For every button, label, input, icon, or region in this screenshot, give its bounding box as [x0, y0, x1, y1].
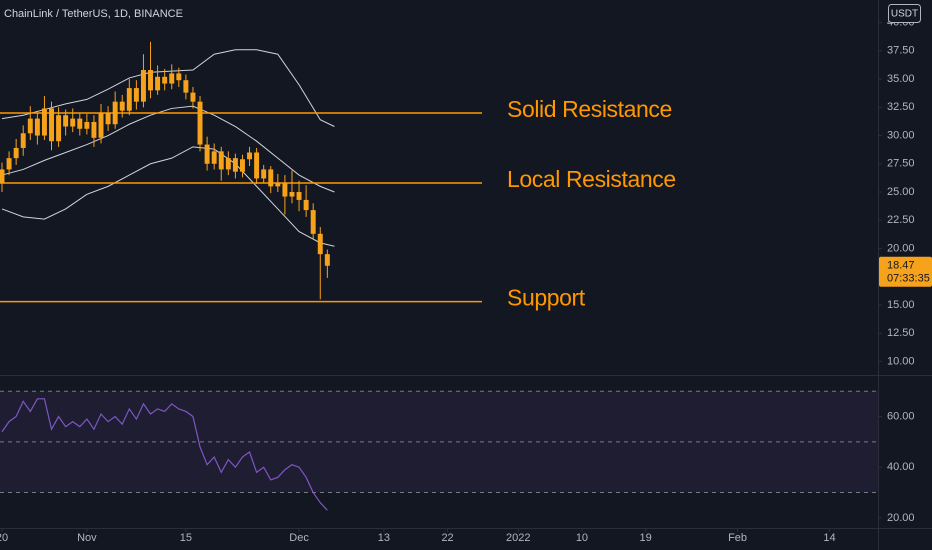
candle-body: [190, 92, 196, 102]
candle-body: [239, 159, 245, 172]
level-label: Solid Resistance: [507, 96, 672, 122]
y-tick-label: 25.00: [887, 186, 915, 198]
candle-body: [211, 151, 217, 164]
x-tick-label: 15: [180, 532, 192, 544]
candle-body: [13, 147, 19, 159]
y-tick-label: 60.00: [887, 410, 915, 422]
x-tick-label: Dec: [289, 532, 309, 544]
candle-body: [77, 118, 83, 129]
candle-body: [289, 192, 295, 197]
candle-body: [310, 210, 316, 234]
candle-body: [34, 118, 40, 136]
candle-body: [98, 112, 104, 138]
chart-title: ChainLink / TetherUS, 1D, BINANCE: [4, 8, 183, 20]
y-tick-label: 10.00: [887, 355, 915, 367]
y-tick-label: 22.50: [887, 214, 915, 226]
y-tick-label: 30.00: [887, 129, 915, 141]
currency-box[interactable]: [888, 4, 921, 23]
candle-body: [296, 192, 302, 200]
candle-body: [70, 118, 76, 127]
candle-body: [6, 158, 12, 170]
candle-body: [268, 169, 274, 187]
candle-body: [254, 152, 260, 179]
candle-body: [303, 199, 309, 211]
candle-body: [112, 101, 118, 125]
x-tick-label: 10: [576, 532, 588, 544]
bollinger-middle: [1, 105, 335, 193]
candle-body: [84, 121, 90, 129]
x-tick-label: 20: [0, 532, 8, 544]
candle-body: [324, 254, 330, 266]
bollinger-lower: [1, 146, 335, 247]
candle-body: [133, 88, 139, 102]
candle-body: [41, 108, 47, 136]
countdown: 07:33:35: [887, 273, 930, 285]
currency[interactable]: USDT: [891, 9, 918, 20]
x-tick-label: 22: [441, 532, 453, 544]
y-tick-label: 35.00: [887, 73, 915, 85]
candle-body: [27, 118, 33, 134]
y-tick-label: 20.00: [887, 512, 915, 524]
candle-body: [176, 73, 182, 81]
x-tick-label: 13: [378, 532, 390, 544]
x-tick-label: 14: [823, 532, 835, 544]
candle-body: [218, 151, 224, 170]
candle-body: [119, 101, 125, 111]
candle-body: [148, 70, 153, 91]
candle-body: [204, 144, 210, 164]
last-price: 18.47: [887, 260, 915, 272]
candle-body: [162, 76, 168, 84]
level-label: Support: [507, 285, 586, 311]
candle-body: [20, 133, 26, 148]
y-tick-label: 15.00: [887, 299, 915, 311]
candle-body: [275, 182, 281, 187]
candle-body: [105, 112, 111, 125]
candle-body: [282, 182, 288, 197]
x-tick-label: 19: [639, 532, 651, 544]
candle-body: [0, 169, 5, 183]
y-tick-label: 37.50: [887, 45, 915, 57]
candle-body: [56, 115, 62, 142]
candle-body: [91, 121, 97, 138]
candle-body: [197, 101, 203, 145]
candle-body: [261, 169, 267, 179]
candle-body: [247, 152, 253, 160]
candle-body: [140, 70, 146, 102]
candle-body: [63, 115, 69, 127]
y-tick-label: 32.50: [887, 101, 915, 113]
candle-body: [225, 158, 231, 170]
candle-body: [126, 88, 132, 111]
level-label: Local Resistance: [507, 166, 676, 192]
y-tick-label: 12.50: [887, 327, 915, 339]
candle-body: [183, 80, 189, 93]
candle-body: [155, 76, 161, 91]
rsi-line: [1, 398, 328, 511]
candle-body: [232, 158, 238, 172]
y-tick-label: 40.00: [887, 461, 915, 473]
price-tag: [879, 256, 932, 287]
plot: 10.0012.5015.0017.5020.0022.5025.0027.50…: [0, 16, 932, 544]
y-tick-label: 20.00: [887, 242, 915, 254]
x-tick-label: Nov: [77, 532, 97, 544]
candle-body: [49, 108, 54, 142]
candle-body: [317, 233, 323, 255]
x-tick-label: Feb: [728, 532, 747, 544]
x-tick-label: 2022: [506, 532, 530, 544]
candle-body: [169, 73, 175, 84]
y-tick-label: 27.50: [887, 158, 915, 170]
